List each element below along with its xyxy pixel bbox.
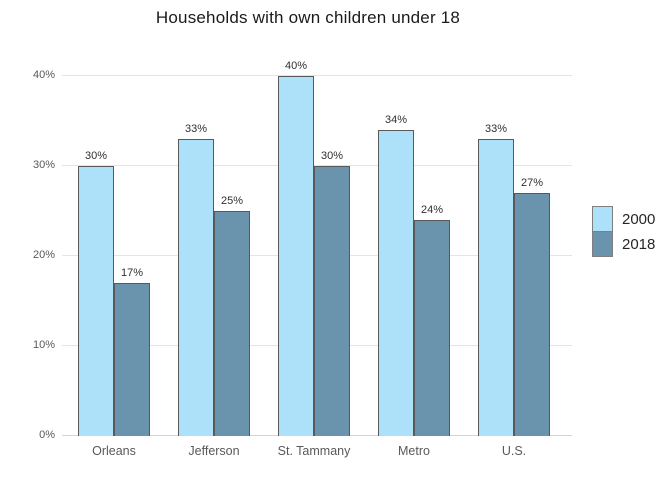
gridline-30%	[62, 165, 572, 166]
legend-label: 2018	[622, 235, 656, 253]
legend-item-2000: 2000	[592, 206, 655, 232]
bar-value-label: 30%	[84, 150, 108, 162]
legend-item-2018: 2018	[592, 231, 655, 257]
legend: 2000 2018	[592, 206, 655, 257]
bar-value-label: 30%	[320, 150, 344, 162]
bar-value-label: 33%	[184, 123, 208, 135]
legend-label: 2000	[622, 210, 656, 228]
bar-2018-jefferson	[214, 211, 250, 436]
x-axis-label: Orleans	[92, 444, 136, 458]
bar-2000-u-s-	[478, 139, 514, 436]
plot-area: 30% 33% 40% 34% 33% 17% 25% 30% 24% 27%	[62, 60, 572, 436]
bar-value-label: 33%	[484, 123, 508, 135]
y-tick-label: 0%	[39, 429, 55, 441]
y-tick-label: 20%	[32, 249, 55, 261]
bar-2018-st-tammany	[314, 166, 350, 436]
bar-2018-u-s-	[514, 193, 550, 436]
bar-2000-metro	[378, 130, 414, 436]
bar-2000-orleans	[78, 166, 114, 436]
bar-2018-orleans	[114, 283, 150, 436]
x-axis-label: Metro	[398, 444, 430, 458]
bar-value-label: 25%	[220, 195, 244, 207]
x-axis-label: Jefferson	[188, 444, 240, 458]
legend-swatch-icon	[592, 231, 613, 257]
bar-value-label: 27%	[520, 177, 544, 189]
y-tick-label: 10%	[32, 339, 55, 351]
bar-value-label: 34%	[384, 114, 408, 126]
y-tick-label: 40%	[32, 69, 55, 81]
legend-swatch-icon	[592, 206, 613, 232]
bar-value-label: 40%	[284, 60, 308, 72]
chart-title: Households with own children under 18	[155, 8, 461, 27]
bar-2000-jefferson	[178, 139, 214, 436]
bar-2018-metro	[414, 220, 450, 436]
x-axis-label: U.S.	[501, 444, 527, 458]
bar-value-label: 17%	[120, 267, 144, 279]
bar-2000-st-tammany	[278, 76, 314, 436]
gridline-40%	[62, 75, 572, 76]
bar-value-label: 24%	[420, 204, 444, 216]
y-tick-label: 30%	[32, 159, 55, 171]
x-axis-label: St. Tammany	[277, 444, 351, 458]
